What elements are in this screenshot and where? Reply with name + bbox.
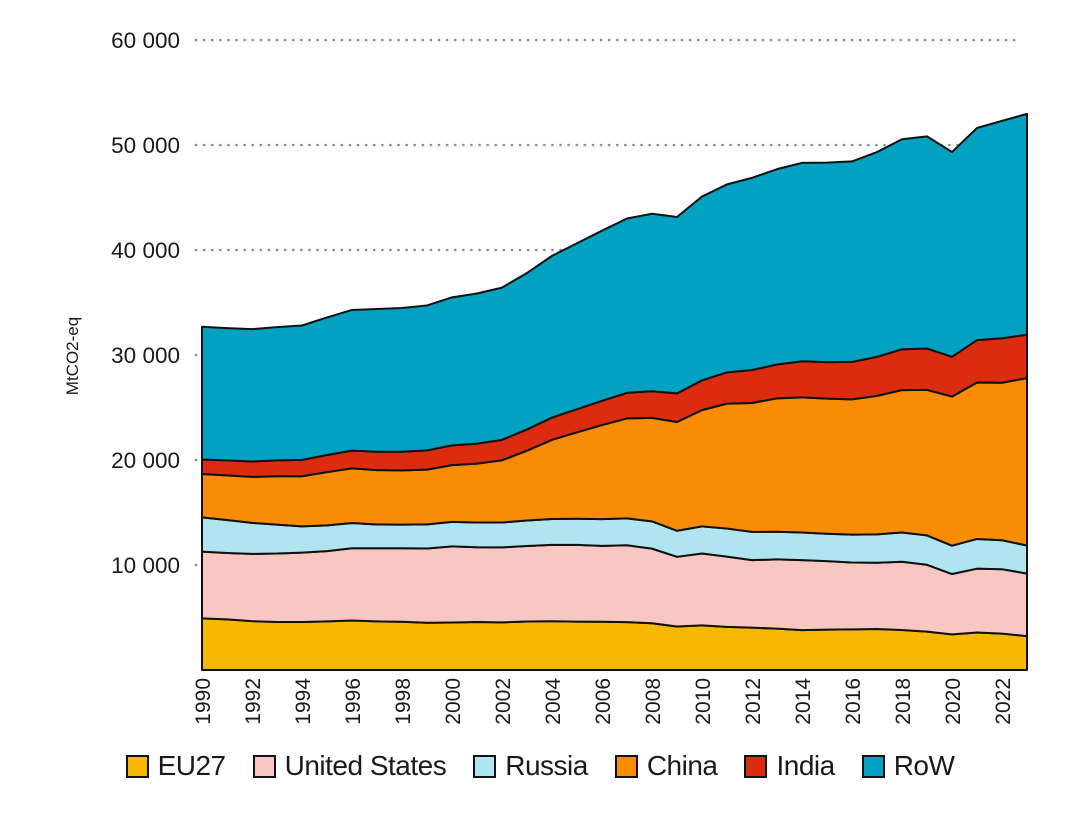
y-axis-title: MtCO2-eq [63,317,82,395]
legend-item-india: India [744,750,835,782]
legend-label-eu27: EU27 [157,750,227,781]
y-tick-label-20000: 20 000 [111,448,180,473]
legend-label-china: China [646,750,718,781]
x-tick-label-1992: 1992 [242,678,265,725]
legend-swatch-united-states [252,754,276,778]
x-tick-label-1996: 1996 [342,678,365,725]
legend-item-row: RoW [861,750,955,782]
x-tick-label-2004: 2004 [542,678,565,725]
chart-legend: EU27 United States Russia China India RoW [0,750,1080,782]
x-tick-label-2002: 2002 [492,678,515,725]
legend-swatch-china [614,754,638,778]
x-tick-label-2020: 2020 [942,678,965,725]
y-tick-label-30000: 30 000 [111,343,180,368]
legend-label-united-states: United States [284,750,447,781]
x-tick-label-2010: 2010 [692,678,715,725]
x-tick-label-2018: 2018 [892,678,915,725]
x-tick-label-1990: 1990 [192,678,215,725]
legend-swatch-eu27 [125,754,149,778]
y-tick-label-40000: 40 000 [111,238,180,263]
legend-label-russia: Russia [505,750,588,781]
x-tick-label-2016: 2016 [842,678,865,725]
legend-label-row: RoW [893,750,955,781]
legend-item-united-states: United States [252,750,447,782]
legend-swatch-russia [473,754,497,778]
y-tick-label-60000: 60 000 [111,28,180,53]
x-tick-label-2008: 2008 [642,678,665,725]
x-tick-label-2006: 2006 [592,678,615,725]
y-tick-label-50000: 50 000 [111,133,180,158]
x-tick-label-1998: 1998 [392,678,415,725]
x-tick-label-2000: 2000 [442,678,465,725]
x-tick-label-2022: 2022 [992,678,1015,725]
x-tick-label-1994: 1994 [292,678,315,725]
legend-swatch-india [744,754,768,778]
legend-item-eu27: EU27 [125,750,227,782]
legend-item-china: China [614,750,718,782]
legend-label-india: India [776,750,835,781]
y-tick-label-10000: 10 000 [111,553,180,578]
legend-item-russia: Russia [473,750,588,782]
legend-swatch-row [861,754,885,778]
x-tick-label-2014: 2014 [792,678,815,725]
area-row [201,112,1028,463]
x-tick-label-2012: 2012 [742,678,765,725]
